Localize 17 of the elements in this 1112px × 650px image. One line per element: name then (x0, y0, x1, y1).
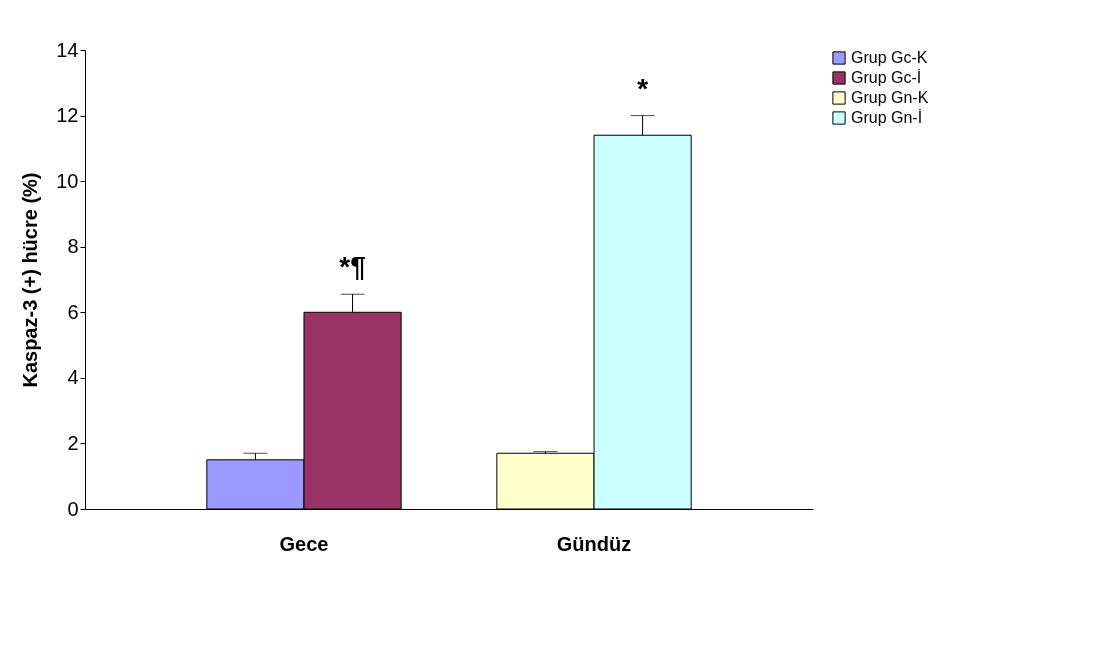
y-tick-label: 4 (67, 366, 79, 389)
x-tick-label: Gece (279, 532, 329, 555)
y-tick-label: 12 (56, 104, 79, 127)
y-tick-label: 8 (67, 235, 79, 258)
y-tick-label: 2 (67, 431, 79, 454)
legend-label: Grup Gn-İ (851, 108, 923, 126)
y-tick-label: 10 (56, 169, 79, 192)
legend-label: Grup Gc-İ (851, 68, 922, 86)
y-axis-title: Kaspaz-3 (+) hücre (%) (19, 172, 42, 388)
y-tick-label: 6 (67, 300, 79, 323)
y-tick-label: 0 (67, 497, 79, 520)
legend-label: Grup Gc-K (851, 49, 928, 66)
y-tick-label: 14 (56, 38, 79, 61)
legend-label: Grup Gn-K (851, 89, 929, 106)
annotation: * (637, 72, 649, 104)
annotation: *¶ (339, 251, 366, 283)
x-tick-label: Gündüz (556, 532, 632, 555)
